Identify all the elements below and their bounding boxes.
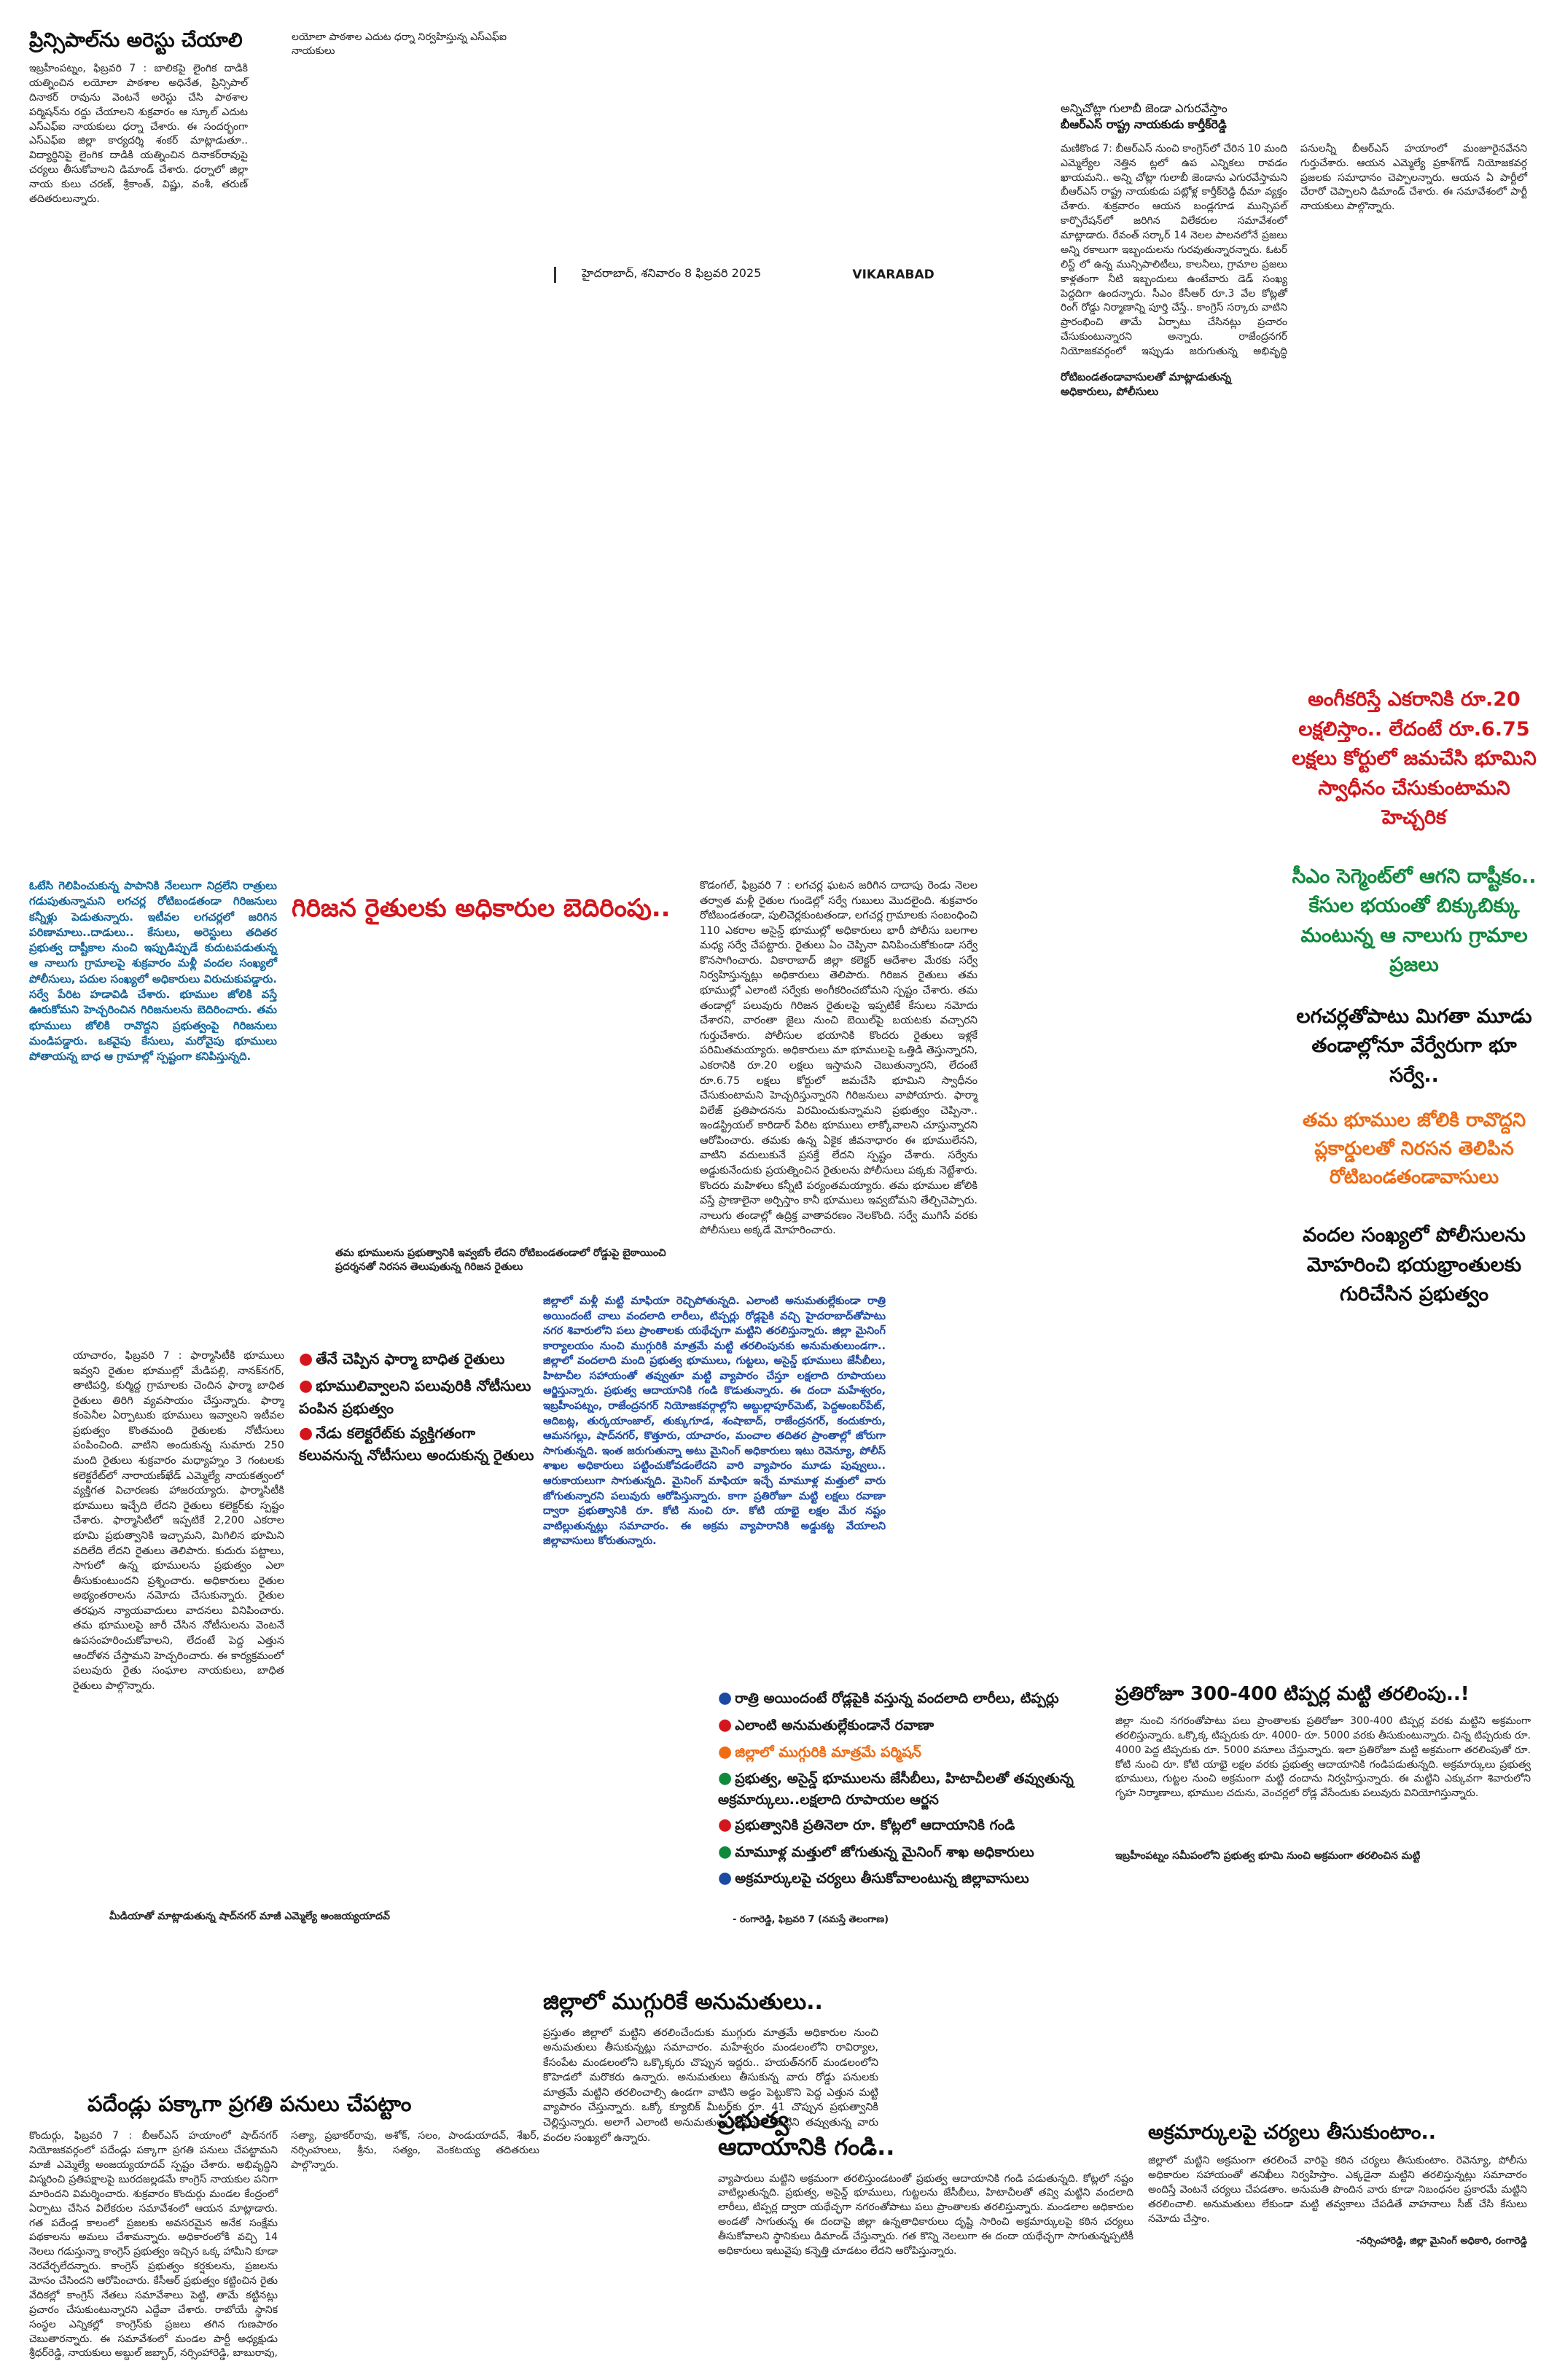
story-tippers: ప్రతిరోజూ 300-400 టిప్పర్ల మట్టి తరలింపు… <box>1115 1683 1531 1863</box>
article-body: కొందుర్గు, ఫిబ్రవరి 7 : బీఆర్‌ఎస్ హయాంలో… <box>29 2130 539 2360</box>
story-development: పదేండ్లు పక్కాగా ప్రగతి పనులు చేపట్టాం క… <box>29 2091 539 2363</box>
article-body: ఇబ్రహీంపట్నం, ఫిబ్రవరి 7 : బాలికపై లైంగి… <box>29 63 248 205</box>
article-body: జిల్లాలో మళ్లీ మట్టి మాఫియా రెచ్చిపోతున్… <box>543 1295 886 1548</box>
bullet-dot-icon: ● <box>718 1869 733 1888</box>
headline: అక్రమార్కులపై చర్యలు తీసుకుంటాం.. <box>1148 2121 1436 2144</box>
bullet-dot-icon: ● <box>299 1350 313 1368</box>
article-body: జిల్లాలో మట్టిని అక్రమంగా తరలించే వారిపై… <box>1148 2155 1527 2225</box>
pullquote-panel: అంగీకరిస్తే ఎకరానికి రూ.20 లక్షలిస్తాం..… <box>1290 685 1538 1310</box>
highlight-item: ● మామూళ్ల మత్తులో జోగుతున్న మైనింగ్ శాఖ అ… <box>718 1842 1034 1861</box>
story-action: అక్రమార్కులపై చర్యలు తీసుకుంటాం.. జిల్లా… <box>1148 2121 1527 2248</box>
story-three-permits: జిల్లాలో ముగ్గురికే అనుమతులు.. ప్రస్తుతం… <box>543 1989 878 2145</box>
photo-caption: తమ భూములను ప్రభుత్వానికి ఇవ్వబోం లేదని ర… <box>335 1247 666 1273</box>
headline: జిల్లాలో ముగ్గురికే అనుమతులు.. <box>543 1989 823 2015</box>
dateline: - రంగారెడ్డి, ఫిబ్రవరి 7 (నమస్తే తెలంగాణ… <box>733 1914 889 1925</box>
pullquote-compensation: అంగీకరిస్తే ఎకరానికి రూ.20 లక్షలిస్తాం..… <box>1292 688 1537 829</box>
highlight-item: ● ప్రభుత్వానికి ప్రతినెలా రూ. కోట్లలో ఆదా… <box>718 1815 1015 1834</box>
attribution: -నర్సింహారెడ్డి, జిల్లా మైనింగ్ అధికారి,… <box>1356 2236 1527 2247</box>
pullquote-police: వందల సంఖ్యలో పోలీసులను మోహరించి భయభ్రాంత… <box>1303 1224 1526 1306</box>
highlight-item: ● నేడు కలెక్టరేట్‌కు వ్యక్తిగతంగా కలువనున… <box>299 1424 534 1464</box>
photo-caption: లయోలా పాఠశాల ఎదుట ధర్నా నిర్వహిస్తున్న ఎ… <box>292 31 507 57</box>
photo-caption: ఇబ్రహీంపట్నం సమీపంలోని ప్రభుత్వ భూమి నుం… <box>1115 1850 1421 1862</box>
headline: గిరిజన రైతులకు అధికారుల బెదిరింపు.. <box>292 894 671 923</box>
highlight-item: ● తేనే చెప్పిన ఫార్మా బాధిత రైతులు <box>299 1350 505 1368</box>
bullet-dot-icon: ● <box>718 1769 733 1788</box>
subhead: బీఆర్‌ఎస్ రాష్ట్ర నాయకుడు కార్తీక్‌రెడ్డ… <box>1061 117 1227 132</box>
highlight-item: ● ప్రభుత్వ, అసైన్డ్ భూములను జేసీబీలు, హిట… <box>718 1769 1074 1809</box>
article-body: మణికొండ 7: బీఆర్‌ఎస్ నుంచి కాంగ్రెస్‌లో … <box>1061 142 1527 358</box>
photo-caption: మీడియాతో మాట్లాడుతున్న షాద్‌నగర్ మాజీ ఎమ… <box>109 1911 390 1922</box>
highlights-list: ● తేనే చెప్పిన ఫార్మా బాధిత రైతులు ● భూముల… <box>299 1349 539 1470</box>
edition-label: VIKARABAD <box>852 267 934 282</box>
story-revenue-loss: ప్రభుత్వ ఆదాయానికి గండి.. వ్యాపారులు మట్… <box>718 2107 1133 2259</box>
bullet-dot-icon: ● <box>718 1715 733 1734</box>
story-brs-flag: అన్నిచోట్లా గులాబీ జెండా ఎగురవేస్తాం బీఆ… <box>1061 101 1527 399</box>
bullet-dot-icon: ● <box>299 1424 313 1443</box>
pullquote-placards: తమ భూముల జోలికి రావొద్దని ప్లకార్డులతో న… <box>1303 1109 1526 1188</box>
article-body: యాచారం, ఫిబ్రవరి 7 : ఫార్మాసిటీకి భూములు… <box>73 1350 284 1692</box>
article-body: ప్రస్తుతం జిల్లాలో మట్టిని తరలించేందుకు … <box>543 2026 878 2144</box>
headline: ప్రభుత్వ ఆదాయానికి గండి.. <box>718 2106 895 2161</box>
bullet-dot-icon: ● <box>718 1842 733 1861</box>
bullet-dot-icon: ● <box>299 1376 313 1395</box>
intro-text: ఓటేసి గెలిపించుకున్న పాపానికి నేలలుగా ని… <box>29 879 277 1064</box>
headline: పదేండ్లు పక్కాగా ప్రగతి పనులు చేపట్టాం <box>87 2091 412 2116</box>
folio-strip: హైదరాబాద్, శనివారం 8 ఫిబ్రవరి 2025 VIKAR… <box>554 266 962 288</box>
article-body: వ్యాపారులు మట్టిని అక్రమంగా తరలిస్తుండటం… <box>718 2172 1133 2257</box>
date-line: హైదరాబాద్, శనివారం 8 ఫిబ్రవరి 2025 <box>582 266 762 280</box>
headline: ప్రతిరోజూ 300-400 టిప్పర్ల మట్టి తరలింపు… <box>1115 1683 1470 1705</box>
bullet-dot-icon: ● <box>718 1742 733 1761</box>
article-body: జిల్లా నుంచి నగరంతోపాటు పలు ప్రాంతాలకు ప… <box>1115 1714 1531 1800</box>
highlight-item: ● భూములివ్వాలని పలువురికి నోటీసులు పంపిన … <box>299 1376 531 1417</box>
pullquote-cm-segment: సీఎం సెగ్మెంట్‌లో ఆగని దాష్టీకం.. కేసుల … <box>1292 865 1537 977</box>
folio-bar <box>554 266 556 283</box>
soil-highlights-list: ● రాత్రి అయిందంటే రోడ్లపైకి వస్తున్న వందల… <box>718 1688 1133 1895</box>
bullet-dot-icon: ● <box>718 1689 733 1707</box>
highlight-item: ● ఎలాంటి అనుమతుల్లేకుండానే రవాణా <box>718 1715 934 1734</box>
headline: ప్రిన్సిపాల్‌ను అరెస్టు చేయాలి <box>29 29 243 52</box>
headline: అన్నిచోట్లా గులాబీ జెండా ఎగురవేస్తాం <box>1061 101 1228 115</box>
article-body: కొడంగల్, ఫిబ్రవరి 7 : లగచర్ల ఘటన జరిగిన … <box>700 880 977 1237</box>
bullet-dot-icon: ● <box>718 1815 733 1834</box>
photo-caption: రోటిబండతండావాసులతో మాట్లాడుతున్న అధికారు… <box>1061 370 1231 399</box>
highlight-item: ● రాత్రి అయిందంటే రోడ్లపైకి వస్తున్న వందల… <box>718 1689 1059 1707</box>
highlight-item: ● అక్రమార్కులపై చర్యలు తీసుకోవాలంటున్న జి… <box>718 1869 1029 1888</box>
highlight-item: ● జిల్లాలో ముగ్గురికి మాత్రమే పర్మిషన్ <box>718 1742 921 1761</box>
story-principal-arrest: ప్రిన్సిపాల్‌ను అరెస్టు చేయాలి ఇబ్రహీంపట… <box>29 29 248 207</box>
pullquote-survey: లగచర్లతోపాటు మిగతా మూడు తండాల్లోనూ వేర్వ… <box>1296 1004 1532 1087</box>
